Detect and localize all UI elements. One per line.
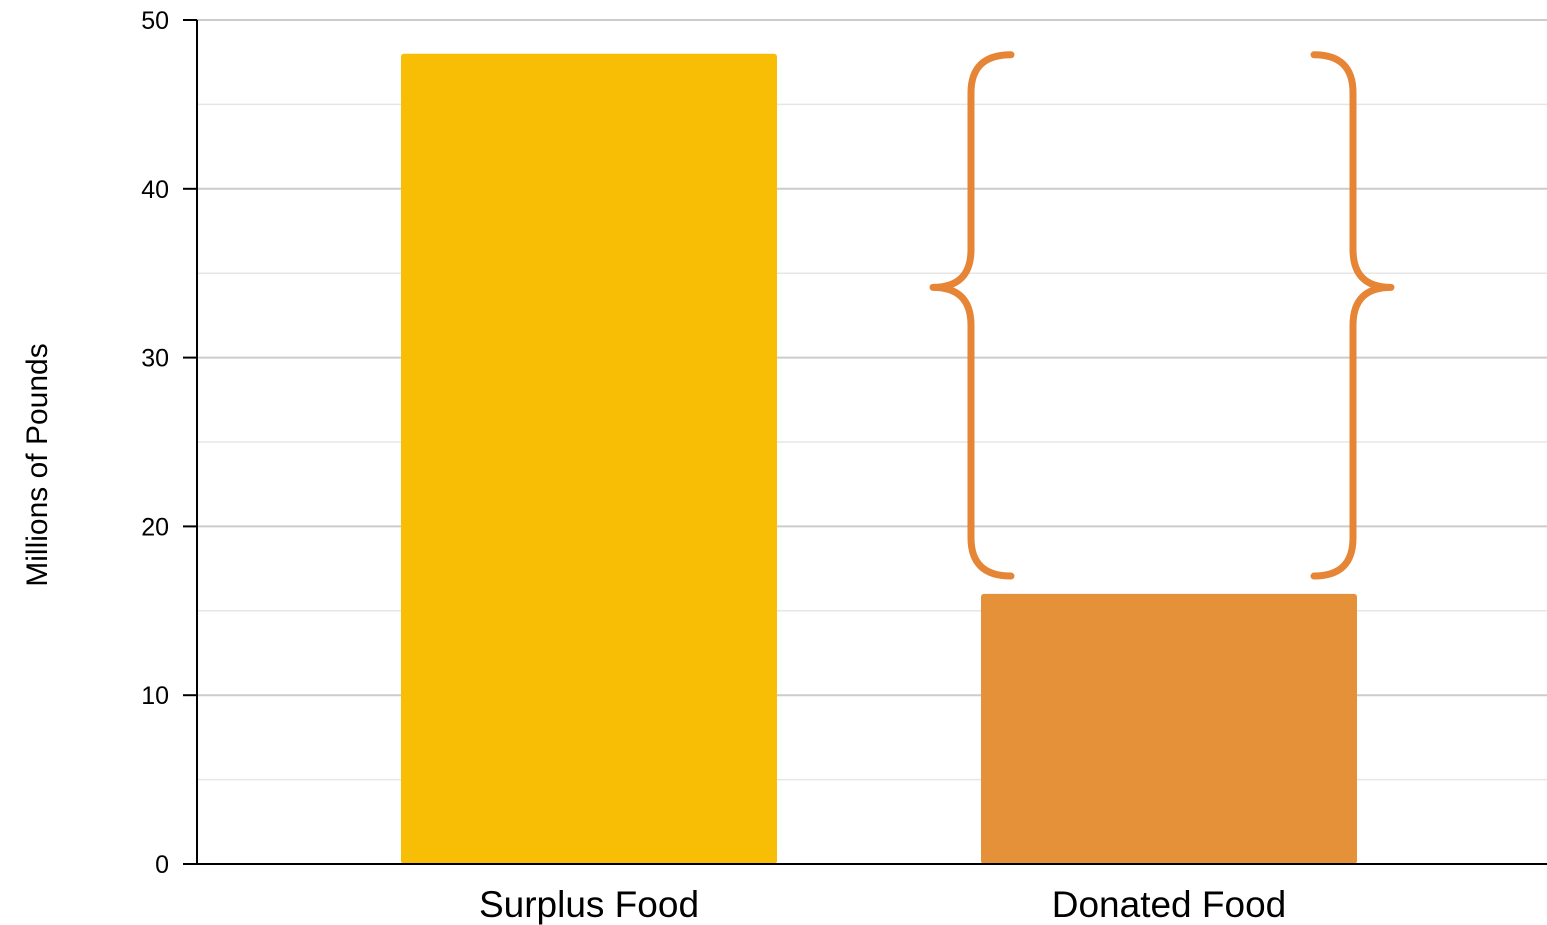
right-brace: [1310, 51, 1395, 580]
y-tick-label: 40: [141, 176, 169, 204]
category-label: Donated Food: [1052, 884, 1287, 925]
axes: [196, 20, 1547, 865]
category-label: Surplus Food: [479, 884, 699, 925]
y-tick-label: 30: [141, 345, 169, 373]
left-brace: [929, 51, 1015, 580]
bar-surplus-food: [401, 53, 777, 864]
braces-annotation: [929, 51, 1395, 580]
bars: [401, 53, 1357, 864]
y-axis-title: Millions of Pounds: [21, 343, 54, 586]
category-labels: Surplus Food Donated Food: [479, 884, 1286, 925]
y-ticks: 0 10 20 30 40 50: [141, 7, 197, 879]
y-tick-label: 50: [141, 7, 169, 35]
bar-donated-food: [981, 593, 1357, 864]
y-tick-label: 20: [141, 513, 169, 541]
y-tick-label: 10: [141, 682, 169, 710]
y-tick-label: 0: [155, 851, 169, 879]
